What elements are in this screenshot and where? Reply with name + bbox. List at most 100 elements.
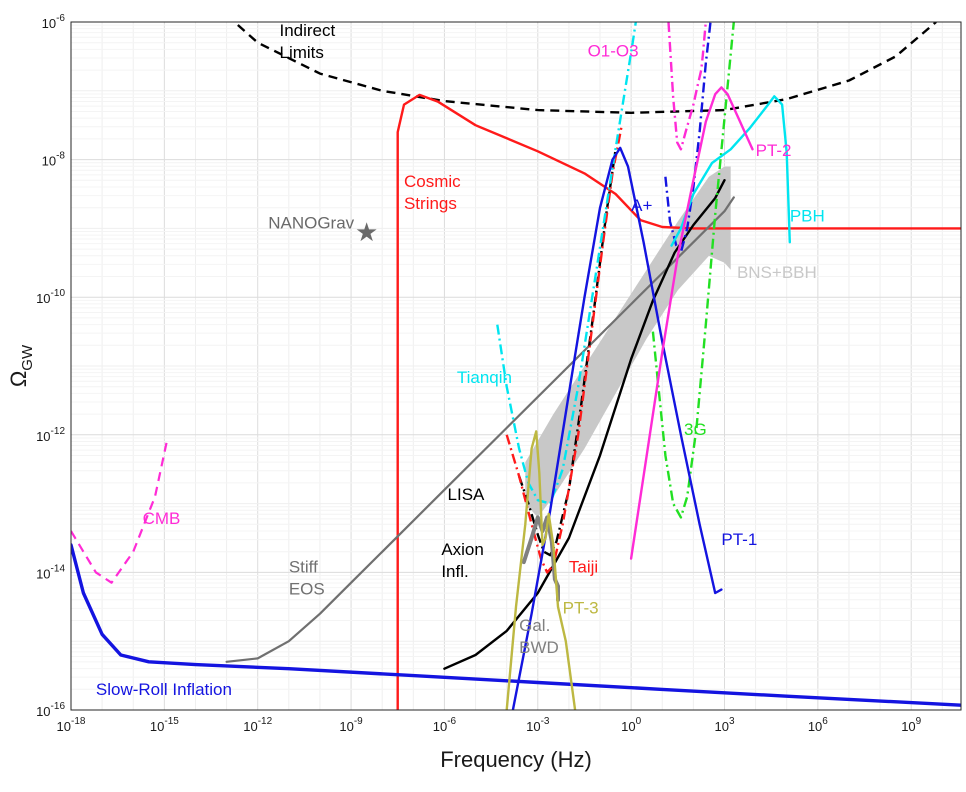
tick-base: 10 [526,719,540,734]
gal-bwd-label-line: BWD [519,638,559,657]
cosmic-strings-label-line: Strings [404,194,457,213]
tick-exponent: -10 [51,288,66,299]
pt-3-label-line: PT-3 [563,599,599,618]
indirect-limits-label-line: Indirect [279,21,335,40]
indirect-limits-label: Indirect Limits [279,21,335,62]
o1-o3-label-line: O1-O3 [588,41,639,60]
lisa-label-line: LISA [448,485,486,504]
tick-exponent: 0 [636,716,642,727]
tick-base: 10 [901,719,915,734]
y-tick-label: 10-14 [36,563,65,581]
pbh-label-line: PBH [790,207,825,226]
series-taiji [505,124,623,574]
series-tianqin [496,22,637,505]
tick-base: 10 [42,16,56,31]
series-layer: ★ [71,22,961,710]
axion-infl-label-line: Axion [441,540,484,559]
y-axis-title-main: Ω [6,371,31,387]
tick-base: 10 [42,154,56,169]
slow-roll-label: Slow-Roll Inflation [96,680,232,699]
cosmic-strings-label: Cosmic Strings [404,172,461,213]
tick-base: 10 [36,566,50,581]
x-tick-label: 10-9 [339,716,363,734]
axion-infl-label: Axion Infl. [441,540,484,581]
taiji-label-line: Taiji [569,557,598,576]
tick-exponent: -6 [56,13,65,24]
stiff-eos-label: Stiff EOS [289,557,325,598]
tick-exponent: -3 [541,716,550,727]
grid [70,21,961,711]
tick-exponent: 6 [822,716,828,727]
a-plus-label-line: A+ [631,196,652,215]
nanograv-label-line: NANOGrav [268,213,354,232]
tick-exponent: -9 [354,716,363,727]
x-tick-label: 100 [621,716,641,734]
y-axis-title-sub: GW [19,344,36,371]
taiji-label: Taiji [569,557,598,576]
series-a [664,22,712,254]
y-tick-label: 10-10 [36,288,65,306]
tick-exponent: -8 [56,151,65,162]
series-pt-1 [511,146,723,710]
tick-exponent: 3 [729,716,735,727]
tianqin-label: Tianqin [457,368,512,387]
tick-base: 10 [714,719,728,734]
pt-2-label-line: PT-2 [756,141,792,160]
gal-bwd-label-line: Gal. [519,616,550,635]
tick-base: 10 [808,719,822,734]
tick-exponent: -12 [51,426,66,437]
y-tick-label: 10-12 [36,426,65,444]
o1-o3-label: O1-O3 [588,41,639,60]
pt-2-label: PT-2 [756,141,792,160]
series-slow-roll-inflation [71,543,961,707]
tick-base: 10 [150,719,164,734]
y-tick-label: 10-6 [42,13,66,31]
nanograv-star-marker: ★ [355,218,378,248]
series-pt-2 [629,86,754,560]
indirect-limits-label-line: Limits [279,43,323,62]
series-o1-o3 [667,22,707,151]
tick-exponent: -14 [51,563,66,574]
3g-label: 3G [684,420,707,439]
x-tick-label: 10-18 [57,716,86,734]
bns-bbh-label-line: BNS+BBH [737,263,817,282]
x-tick-label: 10-15 [150,716,179,734]
curve-labels: Indirect Limits O1-O3 PT-2 Cosmic Strings A+ PB… [96,21,825,699]
y-tick-label: 10-16 [36,701,65,719]
tick-exponent: -15 [164,716,179,727]
nanograv-label: NANOGrav [268,213,354,232]
x-tick-label: 10-12 [243,716,272,734]
x-axis-title: Frequency (Hz) [440,747,592,772]
tick-exponent: -12 [258,716,273,727]
x-tick-label: 10-6 [433,716,457,734]
bns-bbh-label: BNS+BBH [737,263,817,282]
x-tick-label: 103 [714,716,734,734]
tianqin-label-line: Tianqin [457,368,512,387]
tick-base: 10 [36,704,50,719]
tick-exponent: -6 [447,716,456,727]
series-cmb [71,437,169,584]
cmb-label-line: CMB [143,509,181,528]
a-plus-label: A+ [631,196,652,215]
tick-base: 10 [433,719,447,734]
tick-base: 10 [57,719,71,734]
series-3g [651,22,735,519]
3g-label-line: 3G [684,420,707,439]
y-tick-label: 10-8 [42,151,66,169]
cosmic-strings-label-line: Cosmic [404,172,461,191]
y-axis-title: ΩGW [6,344,36,387]
tick-base: 10 [339,719,353,734]
axis-ticks: 10-18 10-15 10-12 10-9 10-6 10-3 100 103 106 1091… [36,13,922,734]
gal-bwd-label: Gal. BWD [519,616,559,657]
axion-infl-label-line: Infl. [441,562,468,581]
stiff-eos-label-line: EOS [289,579,325,598]
pt-1-label-line: PT-1 [721,530,757,549]
x-tick-label: 106 [808,716,828,734]
x-tick-label: 109 [901,716,921,734]
tick-base: 10 [621,719,635,734]
cmb-label: CMB [143,509,181,528]
tick-base: 10 [36,291,50,306]
slow-roll-label-line: Slow-Roll Inflation [96,680,232,699]
pt-1-label: PT-1 [721,530,757,549]
